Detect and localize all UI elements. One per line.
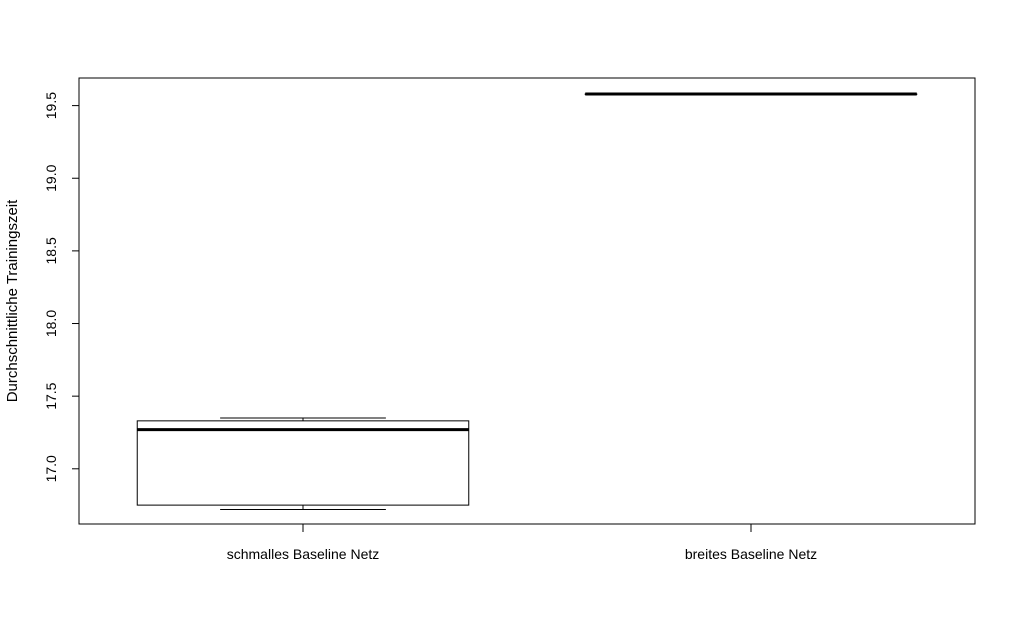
y-tick-label: 17.0: [43, 455, 59, 482]
x-tick-label: breites Baseline Netz: [685, 546, 817, 562]
box-iqr: [136, 420, 470, 506]
box-group: [584, 92, 918, 96]
y-tick-label: 18.0: [43, 310, 59, 337]
box-group: [136, 417, 470, 510]
y-axis: 17.0 17.5 18.0 18.5 19.0 19.5: [43, 92, 80, 482]
y-tick-label: 18.5: [43, 237, 59, 264]
y-axis-label: Durchschnittliche Trainingszeit: [4, 199, 21, 402]
x-axis: schmalles Baseline Netz breites Baseline …: [227, 523, 817, 562]
y-tick-label: 19.5: [43, 92, 59, 119]
y-tick-label: 19.0: [43, 164, 59, 191]
y-tick-label: 17.5: [43, 382, 59, 409]
box-series: [136, 92, 918, 510]
x-tick-label: schmalles Baseline Netz: [227, 546, 380, 562]
